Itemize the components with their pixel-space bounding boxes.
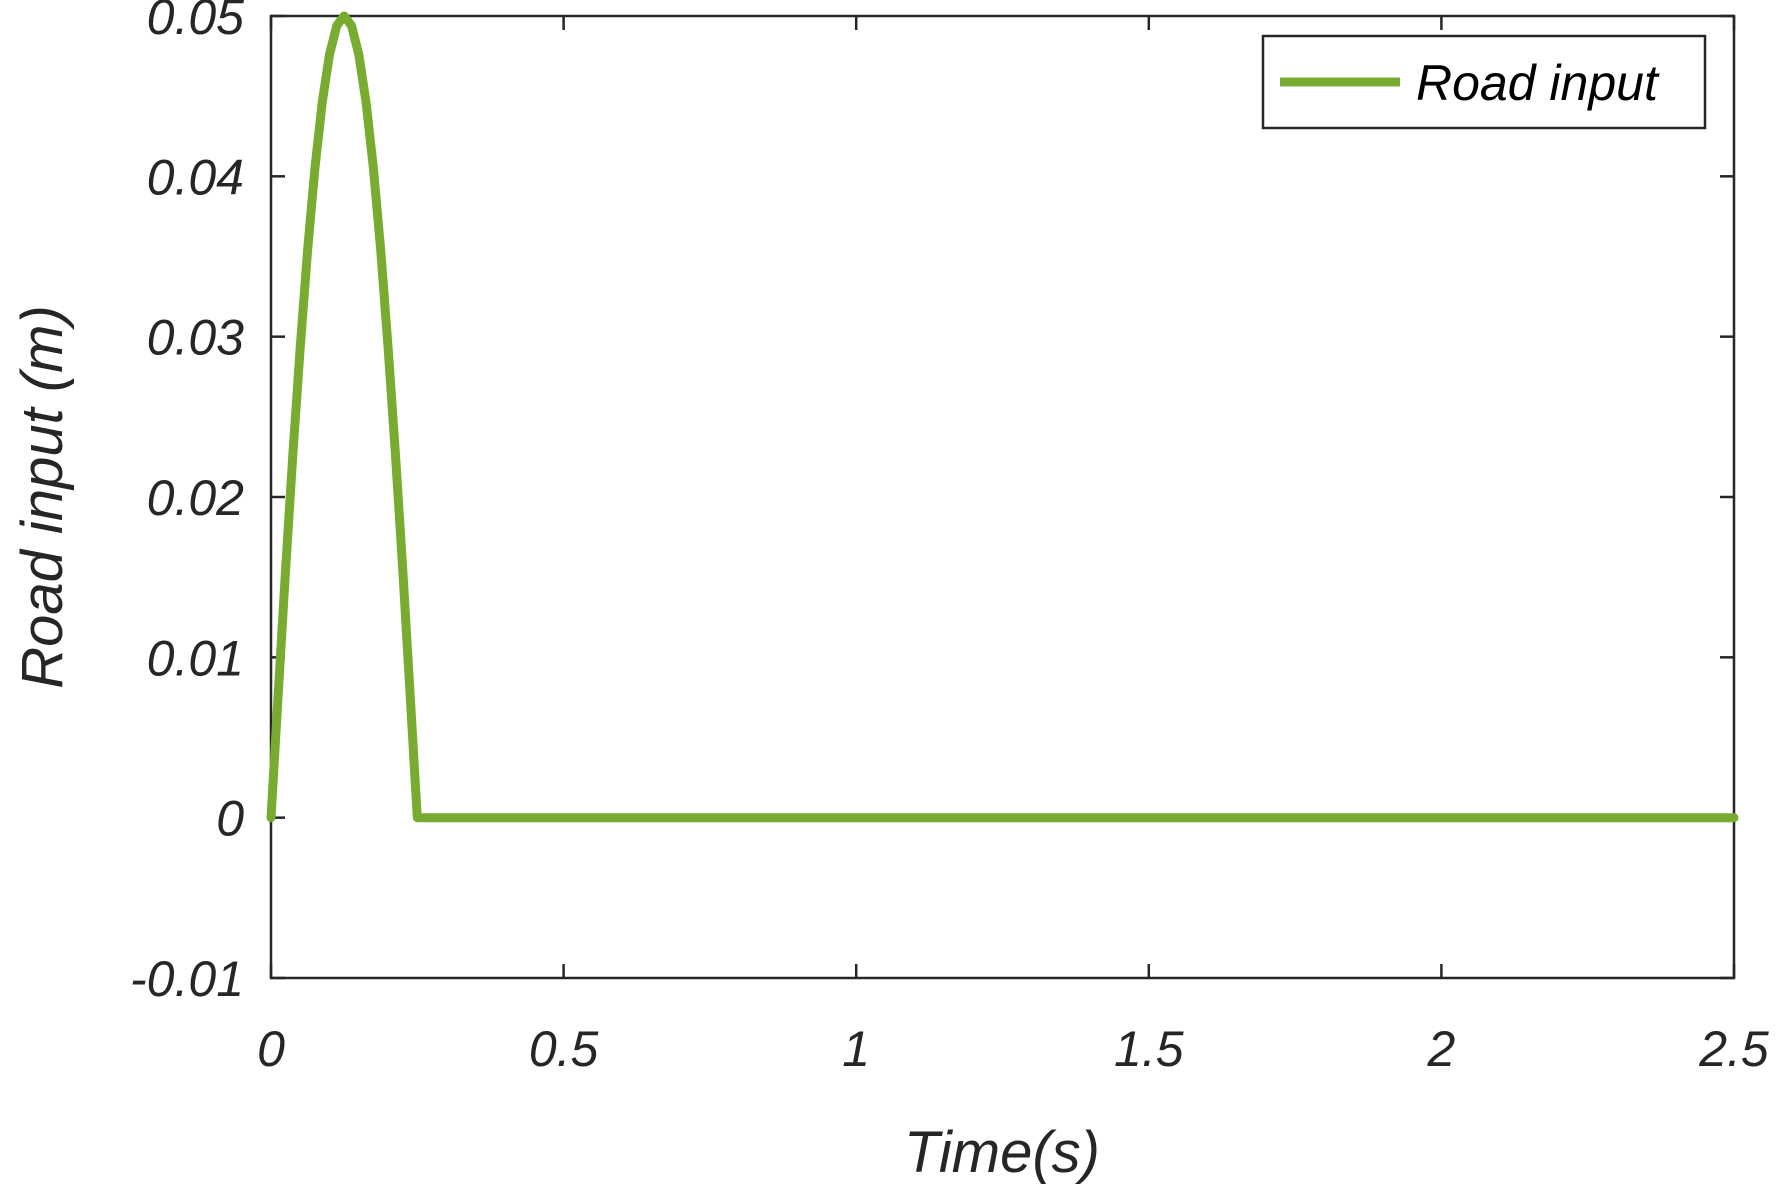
x-tick-label-4: 2 <box>1426 1021 1455 1077</box>
y-tick-label-4: 0.03 <box>147 310 245 366</box>
x-tick-label-3: 1.5 <box>1114 1021 1184 1077</box>
x-tick-label-0: 0 <box>257 1021 285 1077</box>
x-tick-label-1: 0.5 <box>529 1021 599 1077</box>
y-axis-label: Road input (m) <box>10 305 75 689</box>
axis-ticks <box>269 14 1736 980</box>
series-layer <box>266 11 1739 823</box>
y-tick-label-0: -0.01 <box>130 951 244 1007</box>
y-tick-label-5: 0.04 <box>147 149 244 205</box>
y-tick-label-1: 0 <box>216 791 244 847</box>
legend-label-road-input: Road input <box>1416 55 1660 111</box>
y-tick-label-6: 0.05 <box>147 0 245 45</box>
y-tick-label-2: 0.01 <box>147 630 244 686</box>
plot-area <box>269 14 1736 980</box>
x-axis-label: Time(s) <box>904 1120 1100 1185</box>
series-line-0 <box>266 11 1739 823</box>
x-tick-label-2: 1 <box>842 1021 870 1077</box>
x-tick-label-5: 2.5 <box>1698 1021 1769 1077</box>
legend: Road input <box>1261 34 1707 130</box>
y-tick-label-3: 0.02 <box>147 470 245 526</box>
